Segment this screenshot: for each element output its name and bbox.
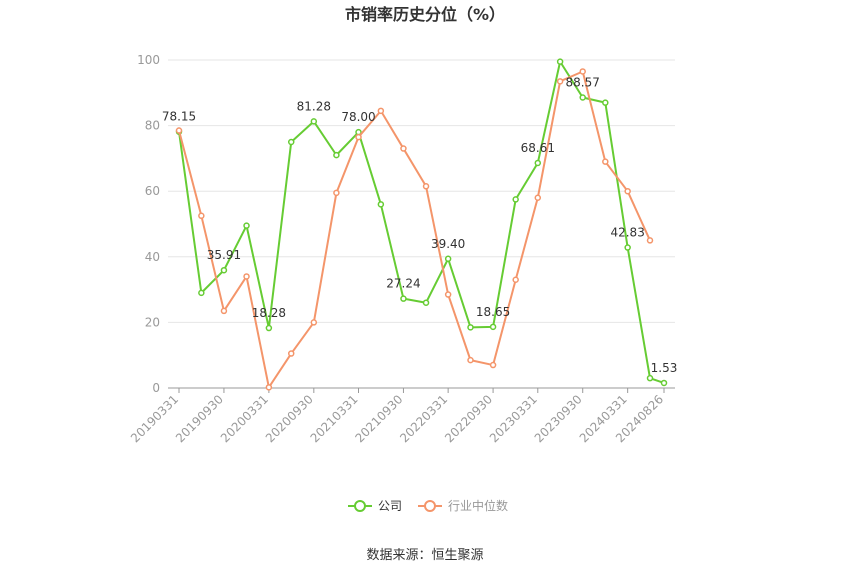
data-point bbox=[444, 291, 452, 298]
legend-marker bbox=[424, 500, 436, 512]
series-industry-median bbox=[175, 68, 654, 391]
data-point bbox=[243, 273, 250, 280]
data-label: 1.53 bbox=[651, 361, 678, 375]
data-label: 81.28 bbox=[297, 99, 331, 113]
data-point bbox=[220, 307, 228, 315]
data-point bbox=[422, 299, 430, 306]
data-point bbox=[512, 196, 519, 203]
data-point bbox=[467, 356, 474, 364]
data-point bbox=[579, 68, 586, 75]
data-point bbox=[310, 319, 318, 326]
x-tick-label: 20220930 bbox=[442, 392, 495, 445]
data-point bbox=[624, 244, 631, 251]
data-point bbox=[646, 374, 654, 382]
legend-item-industry-median[interactable]: 行业中位数 bbox=[418, 498, 508, 513]
data-point bbox=[287, 350, 295, 357]
series-company bbox=[175, 58, 668, 387]
data-labels: 78.15 35.91 18.28 81.28 78.00 27.24 39.40 18.65… bbox=[162, 75, 678, 374]
x-tick-label: 20230331 bbox=[487, 392, 540, 445]
y-tick-label: 40 bbox=[145, 250, 160, 264]
data-point bbox=[220, 266, 228, 274]
x-tick-label: 20210930 bbox=[352, 392, 405, 445]
data-point bbox=[579, 94, 586, 101]
data-point bbox=[512, 276, 519, 284]
legend-label: 行业中位数 bbox=[448, 498, 508, 513]
data-point bbox=[467, 324, 474, 331]
data-label: 35.91 bbox=[207, 248, 241, 262]
data-label: 39.40 bbox=[431, 237, 465, 251]
series-line bbox=[178, 70, 651, 389]
x-tick-label: 20200331 bbox=[218, 392, 271, 445]
data-point bbox=[400, 145, 407, 152]
data-point bbox=[400, 295, 407, 302]
data-point bbox=[355, 133, 362, 141]
legend-label: 公司 bbox=[378, 499, 402, 513]
data-point bbox=[377, 107, 385, 115]
data-point bbox=[489, 323, 497, 331]
data-point bbox=[646, 237, 654, 244]
grid bbox=[168, 59, 675, 323]
y-tick-label: 20 bbox=[145, 315, 160, 329]
data-label: 78.15 bbox=[162, 110, 196, 124]
data-point bbox=[624, 187, 631, 195]
data-label: 68.61 bbox=[521, 141, 555, 155]
data-point bbox=[660, 379, 668, 387]
y-tick-label: 60 bbox=[145, 184, 160, 198]
x-tick-label: 20190331 bbox=[128, 392, 181, 445]
y-tick-label: 100 bbox=[137, 53, 160, 67]
legend-marker bbox=[354, 500, 366, 512]
data-point bbox=[556, 78, 564, 85]
data-point bbox=[534, 159, 542, 167]
data-point bbox=[534, 194, 542, 202]
x-tick-label: 20210331 bbox=[308, 392, 361, 445]
data-point bbox=[489, 361, 497, 369]
data-point bbox=[377, 201, 385, 208]
legend-item-company[interactable]: 公司 bbox=[348, 499, 402, 513]
series-line bbox=[178, 60, 665, 384]
x-tick-label: 20190930 bbox=[173, 392, 226, 445]
data-label: 78.00 bbox=[341, 110, 375, 124]
data-label: 27.24 bbox=[386, 277, 420, 291]
data-label: 88.57 bbox=[566, 75, 600, 89]
x-tick-label: 20230930 bbox=[532, 392, 585, 445]
data-point bbox=[198, 212, 205, 220]
x-tick-label: 20200930 bbox=[263, 392, 316, 445]
data-point bbox=[444, 255, 452, 263]
series bbox=[175, 58, 668, 391]
legend[interactable]: 公司 行业中位数 bbox=[348, 498, 508, 513]
data-point bbox=[602, 99, 609, 106]
data-point bbox=[556, 58, 564, 65]
data-point bbox=[243, 222, 250, 229]
data-point bbox=[333, 151, 340, 159]
data-point bbox=[265, 324, 273, 332]
data-point bbox=[333, 189, 340, 197]
data-point bbox=[310, 118, 318, 125]
data-label: 42.83 bbox=[610, 226, 644, 240]
data-point bbox=[422, 183, 430, 190]
data-point bbox=[265, 384, 273, 391]
chart-title: 市销率历史分位（%） bbox=[345, 5, 505, 24]
data-source-note: 数据来源：恒生聚源 bbox=[366, 548, 483, 563]
data-label: 18.28 bbox=[252, 306, 286, 320]
y-tick-label: 80 bbox=[145, 119, 160, 133]
data-point bbox=[198, 289, 205, 297]
data-label: 18.65 bbox=[476, 305, 510, 319]
data-point bbox=[287, 138, 295, 146]
x-tick-label: 20220331 bbox=[397, 392, 450, 445]
y-tick-label: 0 bbox=[152, 381, 160, 395]
data-point bbox=[175, 127, 183, 134]
data-point bbox=[602, 158, 609, 165]
